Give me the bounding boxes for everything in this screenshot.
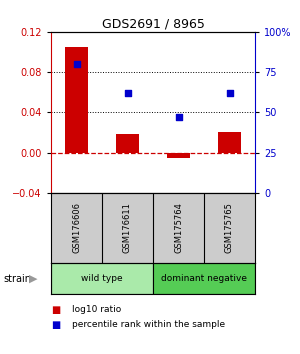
Text: percentile rank within the sample: percentile rank within the sample: [72, 320, 225, 329]
Bar: [65, 47, 88, 153]
Text: GSM176606: GSM176606: [72, 202, 81, 253]
Title: GDS2691 / 8965: GDS2691 / 8965: [102, 18, 204, 31]
Text: ■: ■: [51, 304, 60, 314]
Text: GSM176611: GSM176611: [123, 202, 132, 253]
Text: ▶: ▶: [28, 274, 37, 284]
Text: dominant negative: dominant negative: [161, 274, 247, 283]
Text: wild type: wild type: [81, 274, 123, 283]
Text: log10 ratio: log10 ratio: [72, 305, 121, 314]
Bar: [153, 263, 255, 294]
Bar: [51, 263, 153, 294]
Point: [125, 90, 130, 96]
Text: GSM175764: GSM175764: [174, 202, 183, 253]
Text: GSM175765: GSM175765: [225, 202, 234, 253]
Bar: [167, 153, 190, 158]
Point: [227, 90, 232, 96]
Point: [176, 114, 181, 120]
Text: ■: ■: [51, 320, 60, 330]
Text: strain: strain: [3, 274, 31, 284]
Bar: [116, 135, 139, 153]
Point: [74, 61, 79, 67]
Bar: [218, 132, 241, 153]
